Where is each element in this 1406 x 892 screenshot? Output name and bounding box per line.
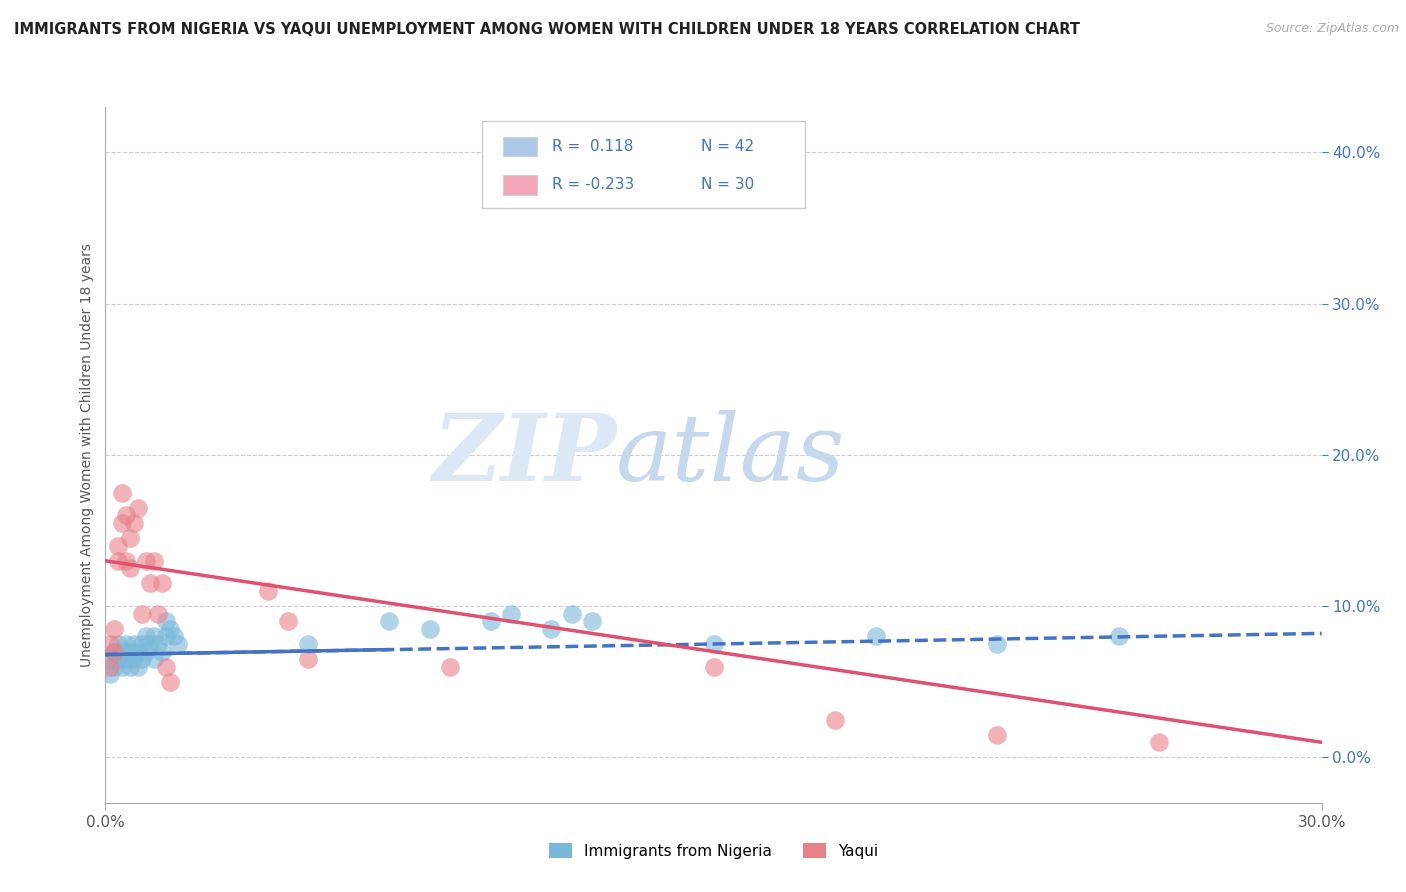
Point	[139, 576, 162, 591]
Point	[103, 659, 125, 673]
Point	[150, 576, 173, 591]
Point	[143, 629, 166, 643]
Point	[103, 644, 125, 658]
Point	[127, 644, 149, 658]
Point	[581, 615, 603, 629]
Point	[135, 644, 157, 658]
Point	[1149, 735, 1171, 749]
Point	[118, 561, 141, 575]
FancyBboxPatch shape	[503, 175, 537, 194]
Text: IMMIGRANTS FROM NIGERIA VS YAQUI UNEMPLOYMENT AMONG WOMEN WITH CHILDREN UNDER 18: IMMIGRANTS FROM NIGERIA VS YAQUI UNEMPLO…	[14, 22, 1080, 37]
Point	[297, 637, 319, 651]
Point	[98, 659, 121, 673]
Point	[127, 500, 149, 515]
Point	[155, 659, 177, 673]
Point	[107, 554, 129, 568]
Point	[143, 652, 166, 666]
Point	[118, 659, 141, 673]
Point	[127, 659, 149, 673]
Point	[114, 652, 136, 666]
Point	[131, 637, 153, 651]
Point	[107, 637, 129, 651]
Point	[114, 554, 136, 568]
Point	[163, 629, 186, 643]
Point	[122, 652, 145, 666]
Point	[122, 637, 145, 651]
Point	[256, 584, 278, 599]
Point	[131, 607, 153, 621]
Point	[98, 652, 121, 666]
Y-axis label: Unemployment Among Women with Children Under 18 years: Unemployment Among Women with Children U…	[80, 243, 94, 667]
Point	[986, 728, 1008, 742]
Point	[111, 516, 134, 530]
Point	[98, 667, 121, 681]
Point	[419, 622, 441, 636]
Point	[107, 539, 129, 553]
Point	[150, 644, 173, 658]
Point	[143, 554, 166, 568]
Point	[146, 607, 169, 621]
Point	[103, 622, 125, 636]
Point	[131, 652, 153, 666]
Text: R =  0.118: R = 0.118	[551, 139, 633, 154]
Point	[103, 644, 125, 658]
Point	[277, 615, 299, 629]
Point	[561, 607, 583, 621]
Point	[1108, 629, 1130, 643]
FancyBboxPatch shape	[482, 121, 804, 208]
Point	[146, 637, 169, 651]
Point	[167, 637, 190, 651]
Point	[865, 629, 887, 643]
Legend: Immigrants from Nigeria, Yaqui: Immigrants from Nigeria, Yaqui	[543, 837, 884, 864]
Text: N = 42: N = 42	[702, 139, 755, 154]
Point	[122, 516, 145, 530]
Point	[378, 615, 401, 629]
Point	[479, 615, 502, 629]
Point	[499, 607, 522, 621]
Point	[159, 674, 181, 689]
Point	[986, 637, 1008, 651]
Point	[111, 659, 134, 673]
Point	[118, 531, 141, 545]
Point	[139, 637, 162, 651]
Point	[135, 554, 157, 568]
Point	[135, 629, 157, 643]
FancyBboxPatch shape	[503, 137, 537, 156]
Point	[702, 659, 725, 673]
Point	[155, 615, 177, 629]
Point	[111, 644, 134, 658]
Point	[824, 713, 846, 727]
Point	[702, 637, 725, 651]
Point	[114, 637, 136, 651]
Point	[114, 508, 136, 523]
Point	[159, 622, 181, 636]
Text: atlas: atlas	[616, 410, 846, 500]
Text: N = 30: N = 30	[702, 178, 755, 193]
Point	[540, 622, 562, 636]
Point	[439, 659, 461, 673]
Point	[98, 637, 121, 651]
Point	[111, 485, 134, 500]
Text: ZIP: ZIP	[432, 410, 616, 500]
Point	[297, 652, 319, 666]
Text: Source: ZipAtlas.com: Source: ZipAtlas.com	[1265, 22, 1399, 36]
Point	[107, 652, 129, 666]
Point	[155, 629, 177, 643]
Point	[118, 644, 141, 658]
Text: R = -0.233: R = -0.233	[551, 178, 634, 193]
